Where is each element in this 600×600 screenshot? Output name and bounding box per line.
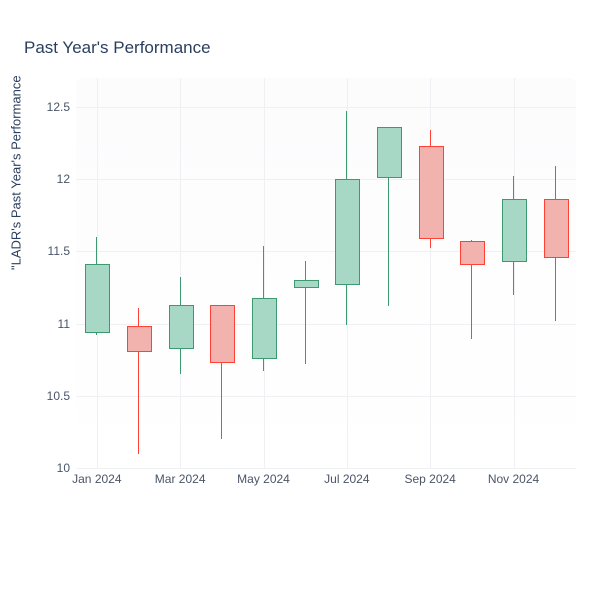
candle-body bbox=[127, 326, 152, 351]
x-tick-label: Mar 2024 bbox=[155, 472, 206, 486]
candle-body bbox=[419, 146, 444, 239]
y-tick-label: 12.5 bbox=[47, 100, 70, 114]
y-tick-label: 10.5 bbox=[47, 389, 70, 403]
y-axis-label: "LADR's Past Year's Performance bbox=[9, 75, 24, 270]
gridline-horizontal bbox=[76, 107, 576, 108]
y-tick-label: 12 bbox=[57, 172, 70, 186]
y-tick-label: 10 bbox=[57, 461, 70, 475]
candle-body bbox=[335, 179, 360, 285]
gridline-horizontal bbox=[76, 251, 576, 252]
y-tick-label: 11.5 bbox=[48, 244, 70, 258]
candle-wick bbox=[305, 261, 306, 364]
candle-body bbox=[294, 280, 319, 288]
gridline-horizontal bbox=[76, 396, 576, 397]
candle-body bbox=[85, 264, 110, 332]
candle-body bbox=[460, 241, 485, 265]
x-tick-label: Jul 2024 bbox=[324, 472, 369, 486]
gridline-vertical bbox=[180, 78, 181, 468]
x-tick-label: Jan 2024 bbox=[72, 472, 121, 486]
chart-container: Past Year's Performance "LADR's Past Yea… bbox=[0, 0, 600, 600]
gridline-horizontal bbox=[76, 179, 576, 180]
chart-title: Past Year's Performance bbox=[24, 38, 211, 58]
candle-body bbox=[252, 298, 277, 359]
candle-body bbox=[210, 305, 235, 363]
x-tick-label: Nov 2024 bbox=[488, 472, 539, 486]
candle-body bbox=[544, 199, 569, 257]
gridline-horizontal bbox=[76, 324, 576, 325]
gridline-horizontal bbox=[76, 468, 576, 469]
candle-body bbox=[377, 127, 402, 178]
candle-body bbox=[169, 305, 194, 349]
y-tick-label: 11 bbox=[58, 317, 70, 331]
x-tick-label: May 2024 bbox=[237, 472, 290, 486]
candle-body bbox=[502, 199, 527, 262]
x-tick-label: Sep 2024 bbox=[404, 472, 455, 486]
chart-plot-area bbox=[76, 78, 576, 468]
